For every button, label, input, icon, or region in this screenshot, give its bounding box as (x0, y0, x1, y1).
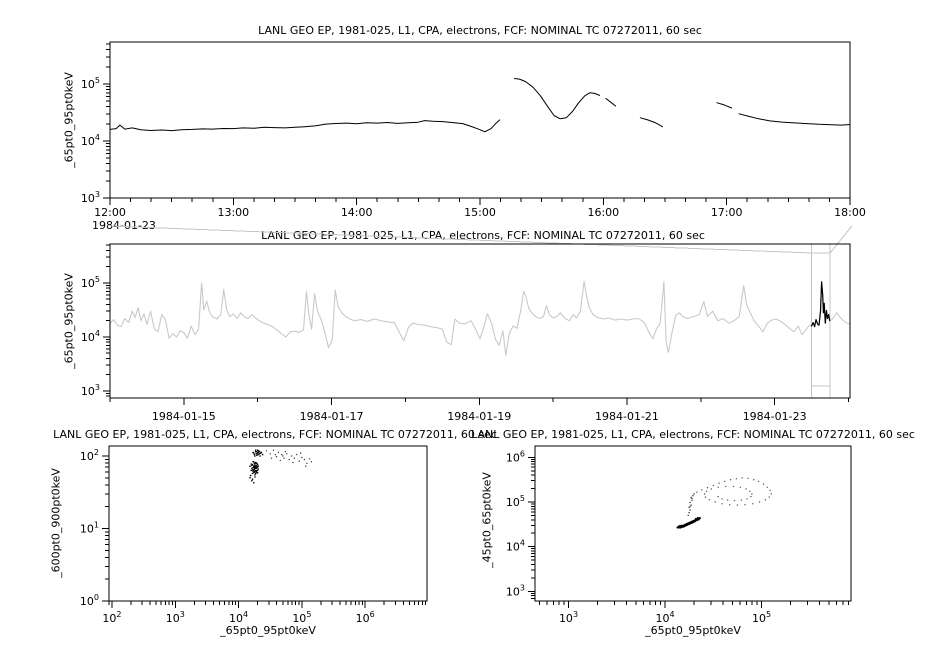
context-highlight-box[interactable] (811, 244, 830, 398)
svg-text:102: 102 (80, 448, 99, 463)
svg-text:104: 104 (81, 133, 100, 148)
svg-text:106: 106 (506, 449, 525, 464)
svg-text:103: 103 (166, 610, 185, 625)
zoom-panel-plot-area[interactable] (110, 42, 850, 198)
scatter-left-y-axis-label: _600pt0_900pt0keV (49, 468, 63, 578)
context-panel-plot-area[interactable] (110, 244, 850, 398)
zoom-y-axis-label: _65pt0_95pt0keV (62, 72, 76, 168)
svg-text:16:00: 16:00 (587, 206, 619, 219)
svg-text:17:00: 17:00 (711, 206, 743, 219)
scatter-right-y-axis-label: _45pt0_65pt0keV (480, 472, 494, 568)
svg-text:106: 106 (356, 610, 375, 625)
svg-text:105: 105 (752, 610, 771, 625)
zoom-x-axis-date-label: 1984-01-23 (92, 219, 156, 232)
svg-text:15:00: 15:00 (464, 206, 496, 219)
svg-text:1984-01-21: 1984-01-21 (595, 410, 659, 423)
svg-text:103: 103 (506, 583, 525, 598)
svg-text:1984-01-17: 1984-01-17 (300, 410, 364, 423)
svg-text:100: 100 (80, 593, 99, 608)
scatter-right-x-axis-label: _65pt0_95pt0keV (645, 624, 741, 637)
scatter-left-panel-title: LANL GEO EP, 1981-025, L1, CPA, electron… (53, 428, 497, 441)
svg-text:105: 105 (506, 494, 525, 509)
svg-text:13:00: 13:00 (217, 206, 249, 219)
svg-text:105: 105 (81, 76, 100, 91)
scatter-left-panel-plot-area[interactable] (109, 446, 427, 601)
svg-text:103: 103 (81, 190, 100, 205)
svg-text:18:00: 18:00 (834, 206, 866, 219)
scatter-right-panel-plot-area[interactable] (535, 446, 851, 601)
scatter-left-x-axis-label: _65pt0_95pt0keV (220, 624, 316, 637)
context-y-axis-label: _65pt0_95pt0keV (62, 273, 76, 369)
svg-text:104: 104 (655, 610, 674, 625)
svg-text:12:00: 12:00 (94, 206, 126, 219)
svg-text:102: 102 (102, 610, 121, 625)
svg-text:1984-01-23: 1984-01-23 (743, 410, 807, 423)
svg-text:104: 104 (81, 329, 100, 344)
zoom-panel-title: LANL GEO EP, 1981-025, L1, CPA, electron… (258, 24, 702, 37)
svg-text:105: 105 (81, 275, 100, 290)
svg-text:104: 104 (506, 539, 525, 554)
svg-text:105: 105 (292, 610, 311, 625)
svg-text:104: 104 (229, 610, 248, 625)
svg-text:101: 101 (80, 521, 99, 536)
context-panel-title: LANL GEO EP, 1981-025, L1, CPA, electron… (261, 229, 705, 242)
scatter-right-panel-title: LANL GEO EP, 1981-025, L1, CPA, electron… (471, 428, 915, 441)
svg-text:1984-01-19: 1984-01-19 (447, 410, 511, 423)
svg-text:14:00: 14:00 (341, 206, 373, 219)
svg-text:103: 103 (559, 610, 578, 625)
svg-text:103: 103 (81, 383, 100, 398)
svg-text:1984-01-15: 1984-01-15 (152, 410, 216, 423)
